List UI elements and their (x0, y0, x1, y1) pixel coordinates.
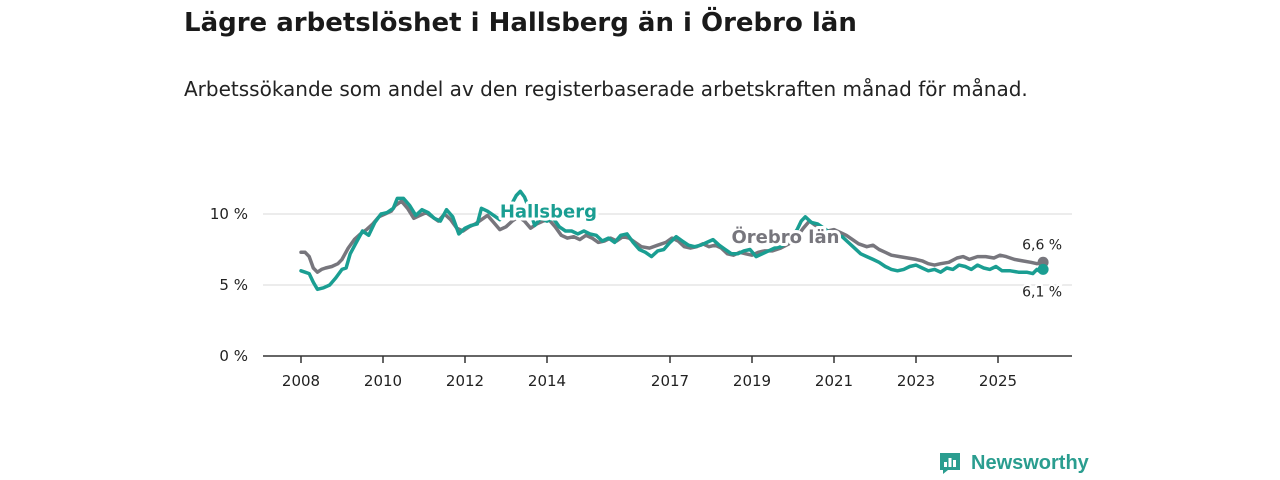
x-tick-label: 2019 (733, 372, 771, 390)
series-line-hallsberg (299, 189, 1045, 292)
axes: 0 % 5 % 10 % 2008 2010 2012 2014 2017 2019 2021 20… (210, 205, 1072, 390)
series-label-orebro-lan: Örebro län (732, 226, 840, 248)
chart-subtitle: Arbetssökande som andel av den registerb… (184, 77, 1028, 101)
end-label-orebro-lan: 6,6 % (1022, 237, 1062, 253)
x-tick-label: 2023 (897, 372, 935, 390)
series-label-hallsberg: Hallsberg (500, 202, 597, 223)
x-tick-label: 2025 (979, 372, 1017, 390)
x-tick-label: 2008 (282, 372, 320, 390)
series-lines (299, 189, 1049, 292)
x-tick-label: 2017 (651, 372, 689, 390)
end-label-hallsberg: 6,1 % (1022, 284, 1062, 300)
x-tick-label: 2012 (446, 372, 484, 390)
y-tick-label: 0 % (219, 347, 248, 365)
series-end-dot (1037, 263, 1049, 275)
x-tick-label: 2014 (528, 372, 566, 390)
gridlines (263, 213, 1072, 286)
series-line--rebro-l-n (299, 199, 1045, 274)
y-tick-label: 10 % (210, 205, 248, 223)
brand-name: Newsworthy (971, 451, 1089, 474)
newsworthy-brand[interactable]: Newsworthy (938, 449, 1089, 477)
newsworthy-logo-icon (940, 453, 960, 474)
chart-title: Lägre arbetslöshet i Hallsberg än i Öreb… (184, 8, 857, 38)
x-tick-label: 2021 (815, 372, 853, 390)
y-tick-label: 5 % (219, 276, 248, 294)
x-tick-label: 2010 (364, 372, 402, 390)
series-labels: Hallsberg Örebro län 6,6 % 6,1 % (497, 199, 1064, 303)
